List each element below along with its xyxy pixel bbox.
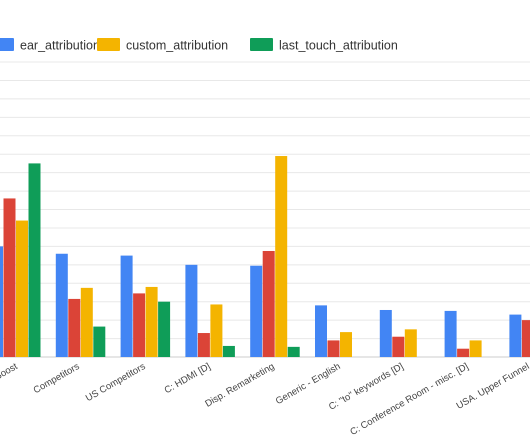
bar-linear_attribution-7: [444, 310, 457, 357]
chart-legend: ear_attribution custom_attribution last_to…: [0, 38, 398, 53]
bar-last_touch_attribution-1: [93, 326, 106, 357]
bar-linear_attribution-5: [315, 305, 327, 357]
bar-linear_attribution-4: [250, 265, 263, 357]
bar-linear_attribution-8: [509, 314, 522, 357]
bar-last_touch_attribution-3: [222, 345, 235, 357]
bar-linear_attribution-6: [379, 309, 392, 357]
x-axis-tick-labels: Boost Competitors US Competitors C: HDMI [D…: [0, 361, 530, 438]
legend-label: ear_attribution: [20, 39, 100, 53]
bar-custom_attribution-5: [340, 332, 352, 357]
bar-linear_attribution-1: [55, 253, 68, 357]
x-tick-label: Boost: [0, 361, 20, 383]
bar-custom_attribution-2: [145, 286, 158, 357]
legend-swatch: [250, 38, 273, 51]
bar-custom_attribution-4: [275, 156, 288, 357]
bar-linear_attribution-2: [120, 255, 133, 357]
legend-label: last_touch_attribution: [279, 39, 398, 53]
bar-last_touch_attribution-0: [28, 163, 41, 357]
bar-custom_attribution-3: [210, 304, 223, 357]
chart-bars: [0, 156, 530, 357]
bar-custom_attribution-7: [469, 340, 482, 357]
x-tick-label: C: HDMI [D]: [163, 361, 213, 396]
x-tick-label: C: Conference Room - misc. [D]: [348, 361, 470, 438]
bar-red_series-0: [3, 198, 16, 357]
x-tick-label: Competitors: [32, 361, 82, 396]
legend-swatch: [0, 38, 14, 51]
legend-label: custom_attribution: [126, 39, 228, 53]
bar-custom_attribution-0: [16, 220, 28, 357]
bar-red_series-4: [262, 250, 275, 357]
bar-linear_attribution-3: [185, 264, 198, 357]
x-tick-label: US Competitors: [84, 361, 148, 404]
bar-custom_attribution-6: [404, 329, 417, 357]
bar-red_series-6: [392, 336, 405, 357]
x-tick-label: Disp. Remarketing: [203, 361, 276, 410]
bar-last_touch_attribution-4: [287, 346, 300, 357]
bar-last_touch_attribution-2: [158, 301, 171, 357]
bar-red_series-3: [197, 333, 210, 357]
bar-red_series-1: [68, 298, 81, 357]
bar-red_series-8: [521, 320, 530, 357]
legend-swatch: [97, 38, 120, 51]
bar-red_series-7: [457, 348, 470, 357]
bar-red_series-2: [133, 293, 146, 357]
bar-linear_attribution-0: [0, 246, 3, 357]
bar-custom_attribution-1: [80, 287, 93, 357]
bar-red_series-5: [327, 340, 340, 357]
